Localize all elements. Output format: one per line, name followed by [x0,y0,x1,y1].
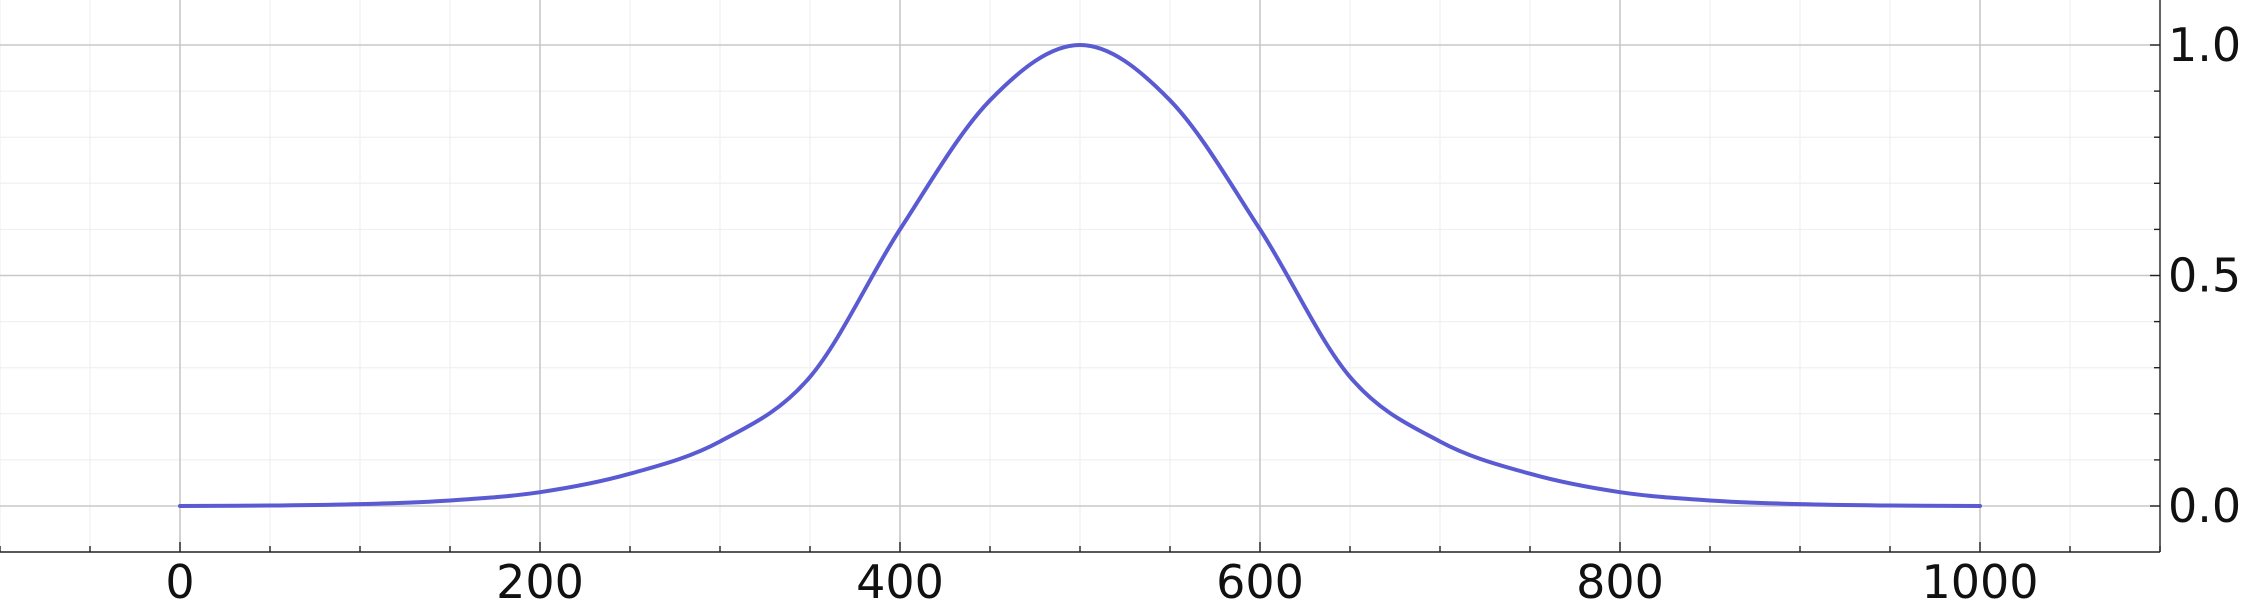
x-tick-label: 600 [1216,555,1304,600]
axes [0,0,2161,553]
x-tick-label: 800 [1576,555,1664,600]
y-tick-label: 0.5 [2168,249,2241,303]
x-tick-label: 400 [856,555,944,600]
x-tick-label: 0 [165,555,194,600]
series-layer [178,43,1982,508]
y-tick-labels: 0.0 0.5 1.0 [2168,18,2241,533]
y-tick-label: 1.0 [2168,18,2241,72]
x-tick-label: 1000 [1921,555,2038,600]
y-tick-label: 0.0 [2168,479,2241,533]
x-tick-label: 200 [496,555,584,600]
series-line [178,43,1982,508]
x-tick-labels: 0 200 400 600 800 1000 [165,555,2038,600]
